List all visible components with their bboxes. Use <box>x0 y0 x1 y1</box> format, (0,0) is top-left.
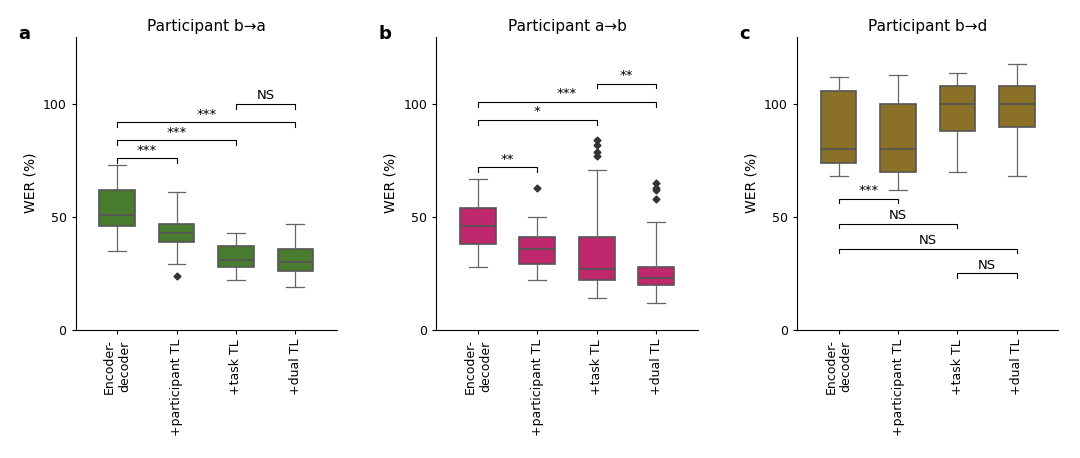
PathPatch shape <box>99 190 135 226</box>
PathPatch shape <box>218 246 254 267</box>
Y-axis label: WER (%): WER (%) <box>383 153 397 213</box>
Text: b: b <box>379 25 392 43</box>
PathPatch shape <box>579 237 615 280</box>
Title: Participant b→d: Participant b→d <box>868 19 987 34</box>
PathPatch shape <box>278 249 313 271</box>
Text: a: a <box>18 25 30 43</box>
PathPatch shape <box>999 86 1035 127</box>
Text: ***: *** <box>166 125 187 139</box>
Text: ***: *** <box>557 87 577 100</box>
PathPatch shape <box>638 267 674 285</box>
Text: **: ** <box>620 69 633 82</box>
PathPatch shape <box>460 208 496 244</box>
Text: NS: NS <box>978 259 996 272</box>
Y-axis label: WER (%): WER (%) <box>23 153 37 213</box>
Text: c: c <box>740 25 751 43</box>
Text: **: ** <box>501 153 514 166</box>
PathPatch shape <box>821 91 856 163</box>
Title: Participant b→a: Participant b→a <box>147 19 266 34</box>
Text: NS: NS <box>889 209 907 222</box>
Y-axis label: WER (%): WER (%) <box>744 153 758 213</box>
Text: ***: *** <box>197 108 216 120</box>
Text: ***: *** <box>137 144 157 157</box>
Text: *: * <box>534 105 541 118</box>
PathPatch shape <box>159 224 194 242</box>
Text: NS: NS <box>257 89 274 103</box>
PathPatch shape <box>519 237 555 264</box>
PathPatch shape <box>940 86 975 131</box>
PathPatch shape <box>880 104 916 172</box>
Title: Participant a→b: Participant a→b <box>508 19 626 34</box>
Text: NS: NS <box>919 234 936 247</box>
Text: ***: *** <box>859 184 878 197</box>
